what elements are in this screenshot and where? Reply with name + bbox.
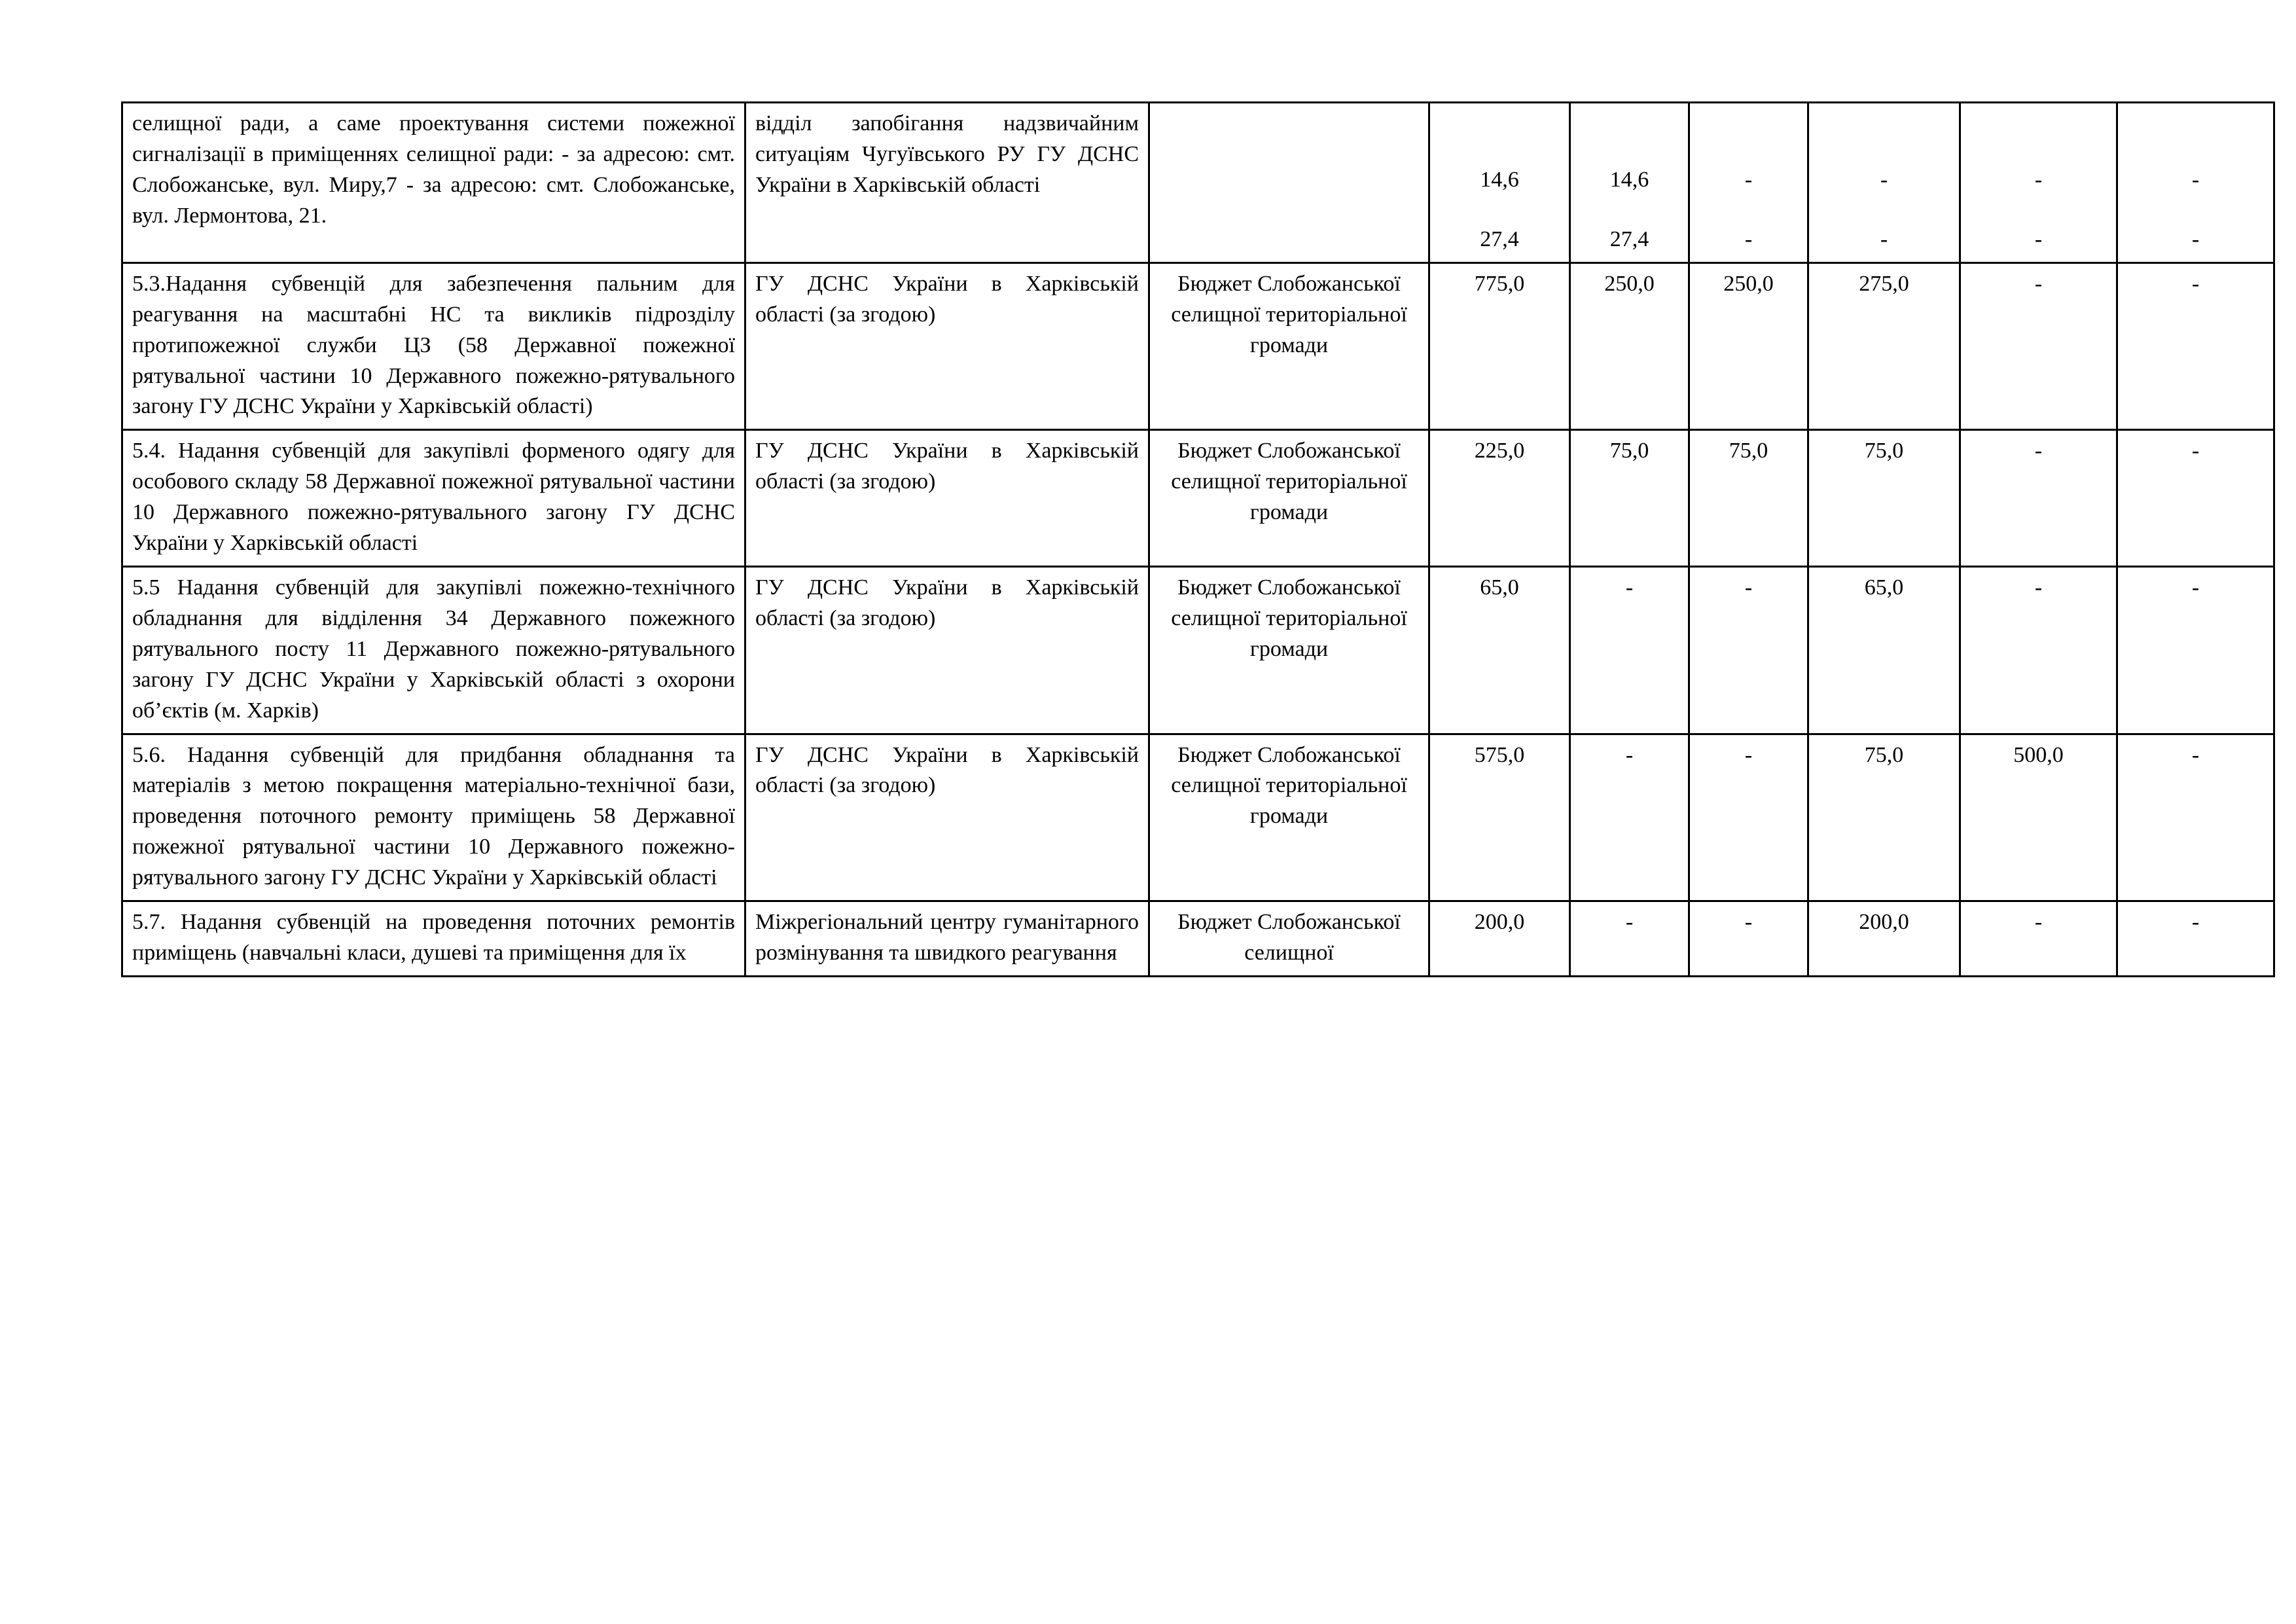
- cell-total: 14,6 27,4: [1428, 101, 1571, 264]
- cell-total: 225,0: [1428, 429, 1571, 568]
- cell-year-3: 75,0: [1807, 429, 1961, 568]
- cell-year-3: - -: [1807, 101, 1961, 264]
- cell-year-2: 250,0: [1688, 261, 1809, 431]
- cell-year-2: -: [1688, 900, 1809, 977]
- cell-activity: 5.6. Надання субвенцій для придбання обл…: [121, 732, 746, 903]
- value-total-second: 27,4: [1480, 226, 1519, 251]
- cell-responsible: відділ запобігання надзвичайним ситуація…: [744, 101, 1150, 264]
- value-year3-second: -: [1880, 226, 1888, 251]
- cell-year-1: -: [1569, 565, 1690, 735]
- cell-activity: 5.5 Надання субвенцій для закупівлі поже…: [121, 565, 746, 735]
- cell-year-4: 500,0: [1959, 732, 2118, 903]
- value-year2-first: -: [1744, 168, 1753, 192]
- table-row: 5.6. Надання субвенцій для придбання обл…: [121, 732, 2275, 903]
- cell-activity: 5.7. Надання субвенцій на проведення пот…: [121, 900, 746, 977]
- cell-activity: 5.3.Надання субвенцій для забезпечення п…: [121, 261, 746, 431]
- value-year2-second: -: [1744, 226, 1753, 251]
- cell-year-3: 65,0: [1807, 565, 1961, 735]
- cell-year-5: -: [2116, 900, 2275, 977]
- value-year4-first: -: [2034, 168, 2043, 192]
- cell-year-1: -: [1569, 900, 1690, 977]
- table-row: 5.4. Надання субвенцій для закупівлі фор…: [121, 429, 2275, 568]
- cell-total: 200,0: [1428, 900, 1571, 977]
- cell-year-5: -: [2116, 732, 2275, 903]
- cell-responsible: ГУ ДСНС України в Харківській області (з…: [744, 261, 1150, 431]
- cell-source: Бюджет Слобожанської селищної територіал…: [1148, 732, 1430, 903]
- cell-year-4: - -: [1959, 101, 2118, 264]
- cell-responsible: ГУ ДСНС України в Харківській області (з…: [744, 429, 1150, 568]
- budget-table-container: селищної ради, а саме проектування систе…: [121, 101, 2275, 977]
- cell-year-2: -: [1688, 565, 1809, 735]
- cell-year-5: -: [2116, 565, 2275, 735]
- cell-source: Бюджет Слобожанської селищної територіал…: [1148, 261, 1430, 431]
- value-year1-second: 27,4: [1609, 226, 1649, 251]
- cell-year-4: -: [1959, 900, 2118, 977]
- cell-total: 65,0: [1428, 565, 1571, 735]
- value-year1-first: 14,6: [1609, 168, 1649, 192]
- cell-total: 775,0: [1428, 261, 1571, 431]
- value-total-first: 14,6: [1480, 168, 1519, 192]
- cell-activity: селищної ради, а саме проектування систе…: [121, 101, 746, 264]
- table-row: 5.7. Надання субвенцій на проведення пот…: [121, 900, 2275, 977]
- cell-year-3: 75,0: [1807, 732, 1961, 903]
- value-year5-second: -: [2191, 226, 2200, 251]
- table-row: 5.3.Надання субвенцій для забезпечення п…: [121, 261, 2275, 431]
- cell-total: 575,0: [1428, 732, 1571, 903]
- cell-responsible: ГУ ДСНС України в Харківській області (з…: [744, 565, 1150, 735]
- cell-year-1: 14,6 27,4: [1569, 101, 1690, 264]
- cell-year-3: 200,0: [1807, 900, 1961, 977]
- table-row: 5.5 Надання субвенцій для закупівлі поже…: [121, 565, 2275, 735]
- cell-source: [1148, 101, 1430, 264]
- cell-responsible: Міжрегіональний центру гуманітарного роз…: [744, 900, 1150, 977]
- cell-source: Бюджет Слобожанської селищної: [1148, 900, 1430, 977]
- table-row: селищної ради, а саме проектування систе…: [121, 101, 2275, 264]
- cell-year-4: -: [1959, 429, 2118, 568]
- cell-activity: 5.4. Надання субвенцій для закупівлі фор…: [121, 429, 746, 568]
- budget-table: селищної ради, а саме проектування систе…: [121, 101, 2275, 977]
- cell-source: Бюджет Слобожанської селищної територіал…: [1148, 565, 1430, 735]
- cell-source: Бюджет Слобожанської селищної територіал…: [1148, 429, 1430, 568]
- value-year5-first: -: [2191, 168, 2200, 192]
- cell-year-1: 250,0: [1569, 261, 1690, 431]
- value-year4-second: -: [2034, 226, 2043, 251]
- value-year3-first: -: [1880, 168, 1888, 192]
- cell-year-2: 75,0: [1688, 429, 1809, 568]
- cell-year-5: -: [2116, 429, 2275, 568]
- cell-year-4: -: [1959, 565, 2118, 735]
- cell-responsible: ГУ ДСНС України в Харківській області (з…: [744, 732, 1150, 903]
- cell-year-5: -: [2116, 261, 2275, 431]
- cell-year-3: 275,0: [1807, 261, 1961, 431]
- cell-year-1: -: [1569, 732, 1690, 903]
- cell-year-2: - -: [1688, 101, 1809, 264]
- cell-year-1: 75,0: [1569, 429, 1690, 568]
- cell-year-5: - -: [2116, 101, 2275, 264]
- cell-year-2: -: [1688, 732, 1809, 903]
- cell-year-4: -: [1959, 261, 2118, 431]
